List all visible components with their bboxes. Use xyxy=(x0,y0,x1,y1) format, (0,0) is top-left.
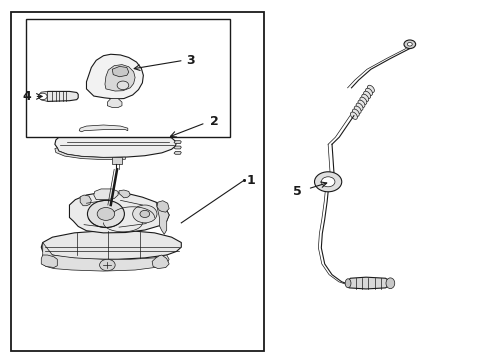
Polygon shape xyxy=(46,91,78,102)
Text: 1: 1 xyxy=(246,174,255,186)
Polygon shape xyxy=(174,152,181,154)
Polygon shape xyxy=(107,99,122,108)
Polygon shape xyxy=(79,125,127,132)
Text: 2: 2 xyxy=(210,114,219,127)
Polygon shape xyxy=(94,189,118,200)
Circle shape xyxy=(87,201,124,228)
Bar xyxy=(112,157,122,164)
Ellipse shape xyxy=(359,97,366,104)
Ellipse shape xyxy=(363,91,370,99)
Ellipse shape xyxy=(385,278,394,289)
Circle shape xyxy=(132,205,157,223)
Polygon shape xyxy=(174,141,181,144)
Circle shape xyxy=(407,42,411,46)
Polygon shape xyxy=(152,255,169,269)
Polygon shape xyxy=(55,130,176,157)
Circle shape xyxy=(97,207,115,220)
Ellipse shape xyxy=(366,85,374,93)
Polygon shape xyxy=(86,54,143,99)
Circle shape xyxy=(140,210,149,217)
Polygon shape xyxy=(112,66,128,77)
Text: 4: 4 xyxy=(23,90,31,103)
Polygon shape xyxy=(55,148,125,159)
Ellipse shape xyxy=(350,112,357,120)
Ellipse shape xyxy=(357,100,364,108)
Polygon shape xyxy=(41,255,57,267)
Polygon shape xyxy=(41,231,181,259)
Circle shape xyxy=(100,259,115,271)
Ellipse shape xyxy=(351,109,359,116)
Polygon shape xyxy=(80,195,91,206)
Circle shape xyxy=(117,81,128,90)
Polygon shape xyxy=(39,91,47,102)
Polygon shape xyxy=(105,64,135,91)
Polygon shape xyxy=(69,193,169,233)
Circle shape xyxy=(38,93,47,100)
Text: 5: 5 xyxy=(292,185,301,198)
Circle shape xyxy=(321,177,334,187)
Bar xyxy=(26,19,229,137)
Ellipse shape xyxy=(361,94,368,102)
Circle shape xyxy=(314,172,341,192)
Text: 3: 3 xyxy=(186,54,194,67)
Polygon shape xyxy=(174,146,181,149)
Polygon shape xyxy=(119,190,130,198)
Ellipse shape xyxy=(353,106,361,113)
Ellipse shape xyxy=(355,103,362,111)
Ellipse shape xyxy=(345,279,350,288)
Polygon shape xyxy=(42,243,169,271)
Ellipse shape xyxy=(365,88,372,95)
Polygon shape xyxy=(347,277,388,289)
Bar xyxy=(11,12,264,351)
Polygon shape xyxy=(157,201,169,212)
Polygon shape xyxy=(156,202,169,234)
Circle shape xyxy=(403,40,415,49)
